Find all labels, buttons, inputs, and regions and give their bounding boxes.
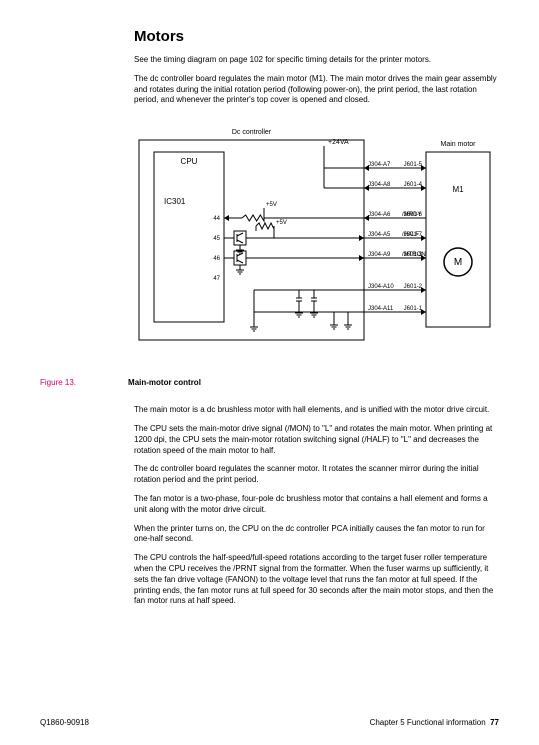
- body-paragraph: The main motor is a dc brushless motor w…: [134, 405, 499, 416]
- figure-number: Figure 13.: [40, 378, 76, 387]
- svg-text:J601-4: J601-4: [404, 182, 423, 188]
- page-footer: Q1860-90918 Chapter 5 Functional informa…: [40, 718, 499, 727]
- svg-text:M1: M1: [452, 185, 464, 194]
- svg-text:J601-6: J601-6: [404, 212, 423, 218]
- svg-text:J601-2: J601-2: [404, 284, 423, 290]
- intro-paragraph-1: See the timing diagram on page 102 for s…: [134, 55, 499, 66]
- svg-text:45: 45: [213, 236, 220, 242]
- svg-text:Main motor: Main motor: [440, 141, 476, 148]
- body-paragraph: When the printer turns on, the CPU on th…: [134, 524, 499, 546]
- svg-text:+24VA: +24VA: [328, 139, 349, 146]
- svg-text:J601-7: J601-7: [404, 232, 423, 238]
- motor-control-diagram: Dc controller CPU IC301 Main motor M1 M +24VA 4…: [134, 120, 494, 360]
- svg-text:M: M: [454, 257, 462, 268]
- body-paragraph: The CPU controls the half-speed/full-spe…: [134, 553, 499, 607]
- svg-text:J601-3: J601-3: [404, 252, 423, 258]
- svg-text:Dc controller: Dc controller: [232, 129, 272, 136]
- svg-text:J601-5: J601-5: [404, 162, 423, 168]
- svg-text:J304-A6: J304-A6: [368, 212, 391, 218]
- intro-paragraph-2: The dc controller board regulates the ma…: [134, 74, 499, 106]
- footer-chapter-text: Chapter 5 Functional information: [370, 718, 486, 727]
- svg-text:J304-A7: J304-A7: [368, 162, 391, 168]
- body-paragraph: The CPU sets the main-motor drive signal…: [134, 424, 499, 456]
- footer-doc-number: Q1860-90918: [40, 718, 89, 727]
- svg-text:+5V: +5V: [266, 202, 277, 208]
- svg-text:J304-A9: J304-A9: [368, 252, 391, 258]
- svg-text:J601-1: J601-1: [404, 306, 423, 312]
- body-paragraph: The fan motor is a two-phase, four-pole …: [134, 494, 499, 516]
- footer-page-number: 77: [490, 718, 499, 727]
- svg-text:44: 44: [213, 216, 220, 222]
- figure-caption: Main-motor control: [128, 378, 201, 387]
- svg-text:+5V: +5V: [276, 220, 287, 226]
- svg-text:CPU: CPU: [181, 157, 198, 166]
- section-title: Motors: [134, 28, 499, 45]
- figure-caption-row: Figure 13. Main-motor control: [40, 378, 499, 387]
- svg-text:J304-A10: J304-A10: [368, 284, 394, 290]
- svg-text:J304-A5: J304-A5: [368, 232, 391, 238]
- svg-text:J304-A8: J304-A8: [368, 182, 391, 188]
- footer-chapter: Chapter 5 Functional information 77: [370, 718, 499, 727]
- body-paragraph: The dc controller board regulates the sc…: [134, 464, 499, 486]
- svg-text:46: 46: [213, 256, 220, 262]
- svg-text:IC301: IC301: [164, 197, 186, 206]
- svg-text:47: 47: [213, 276, 220, 282]
- svg-text:J304-A11: J304-A11: [368, 306, 394, 312]
